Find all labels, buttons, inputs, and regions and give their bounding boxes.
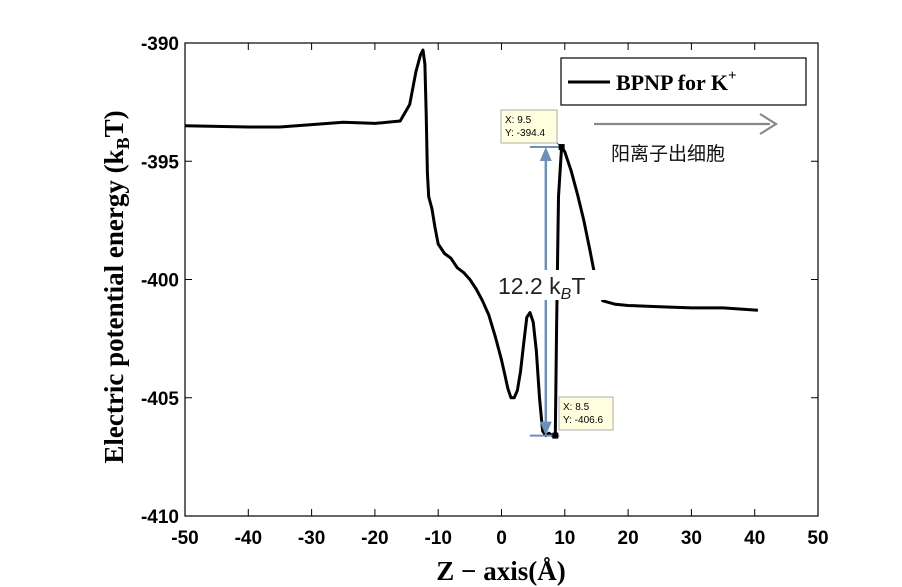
- barrier-arrowhead-top: [539, 147, 552, 162]
- x-tick-label: 40: [744, 528, 765, 549]
- datatip-bottom-x: X: 8.5: [563, 402, 590, 413]
- barrier-annotation: 12.2 kBT: [496, 146, 612, 437]
- datatip-top-marker: [558, 144, 565, 151]
- x-tick-label: -10: [424, 528, 451, 549]
- barrier-arrowhead-bottom: [539, 421, 552, 436]
- datatip-top-y: Y: -394.4: [505, 128, 545, 139]
- series-line: [184, 48, 758, 438]
- datatip-bottom-box: [558, 396, 614, 431]
- plot-frame: [184, 42, 819, 517]
- datatip-bottom-y: Y: -406.6: [563, 415, 603, 426]
- x-tick-label: -50: [171, 528, 198, 549]
- datatip-top[interactable]: X: 9.5 Y: -394.4: [500, 109, 565, 151]
- barrier-label-bg: [496, 270, 612, 300]
- x-tick-label: 30: [681, 528, 702, 549]
- y-axis-title: Electric potential energy (kBT): [99, 110, 133, 463]
- x-tick-label: 50: [807, 528, 828, 549]
- datatip-top-x: X: 9.5: [505, 115, 532, 126]
- y-tick-label: -400: [141, 271, 179, 292]
- x-tick-label: 10: [554, 528, 575, 549]
- x-tick-label: -30: [298, 528, 325, 549]
- datatip-bottom-marker: [552, 432, 559, 439]
- legend-label: BPNP for K+: [616, 68, 737, 95]
- axis-tick-labels: -50 -40 -30 -20 -10 0 10 20 30 40 50 -390 -395 -400 -4…: [141, 34, 829, 549]
- x-tick-label: -20: [361, 528, 388, 549]
- y-tick-label: -410: [141, 507, 179, 528]
- x-axis-title: Z − axis(Å): [436, 556, 565, 586]
- y-tick-label: -395: [141, 152, 179, 173]
- direction-label: 阳离子出细胞: [611, 143, 725, 165]
- barrier-label: 12.2 kBT: [498, 273, 585, 303]
- x-tick-label: -40: [235, 528, 262, 549]
- direction-annotation: 阳离子出细胞: [594, 113, 779, 165]
- datatip-top-box: [500, 109, 558, 144]
- datatip-bottom[interactable]: X: 8.5 Y: -406.6: [552, 396, 614, 439]
- x-tick-label: 20: [618, 528, 639, 549]
- legend: BPNP for K+: [560, 57, 807, 106]
- y-tick-label: -390: [141, 34, 179, 55]
- x-tick-label: 0: [496, 528, 507, 549]
- y-tick-label: -405: [141, 389, 179, 410]
- direction-arrow-head: [759, 113, 779, 135]
